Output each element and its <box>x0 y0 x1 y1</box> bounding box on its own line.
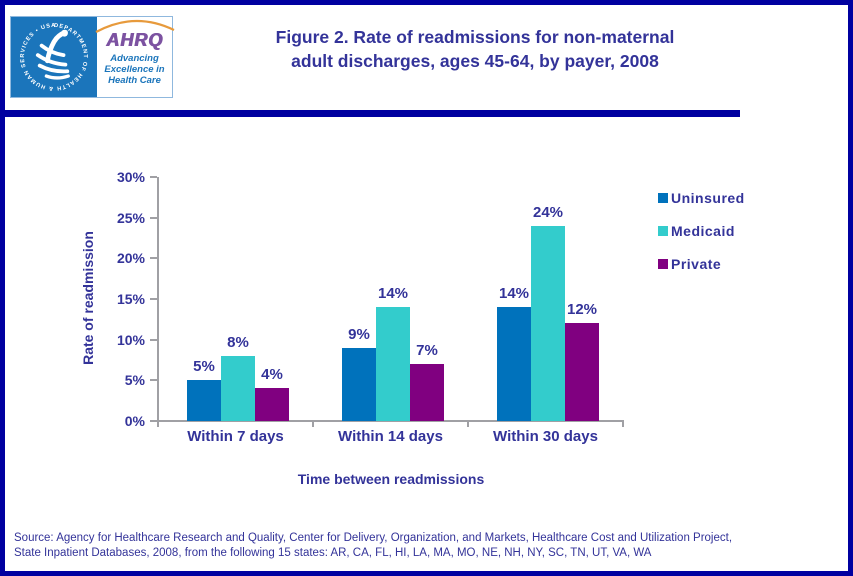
x-tick <box>467 421 469 427</box>
x-axis-title: Time between readmissions <box>297 471 485 487</box>
bar-value-label: 7% <box>416 342 438 359</box>
source-note: Source: Agency for Healthcare Research a… <box>14 531 844 561</box>
figure-title-line2: adult discharges, ages 45-64, by payer, … <box>291 51 659 71</box>
bar-value-label: 12% <box>566 301 598 318</box>
bar-private <box>255 388 289 421</box>
y-tick <box>150 420 157 422</box>
legend-swatch-icon <box>658 226 668 236</box>
ahrq-tagline: Advancing Excellence in Health Care <box>104 53 165 86</box>
legend: Uninsured Medicaid Private <box>658 190 745 290</box>
swoosh-arc-icon <box>95 19 175 33</box>
y-tick-label: 30% <box>116 169 145 185</box>
category-label: Within 7 days <box>187 428 284 445</box>
bar-medicaid <box>376 307 410 421</box>
y-tick <box>150 257 157 260</box>
bar-private <box>410 364 444 421</box>
y-axis-title: Rate of readmission <box>80 231 96 365</box>
bar-uninsured <box>187 380 221 421</box>
ahrq-acronym: AHRQ <box>106 30 163 50</box>
legend-swatch-icon <box>658 259 668 269</box>
y-tick <box>150 298 157 300</box>
bar-value-label: 4% <box>261 366 283 383</box>
category-label: Within 30 days <box>493 428 598 445</box>
category-label: Within 14 days <box>338 428 443 445</box>
legend-item-medicaid: Medicaid <box>658 223 745 239</box>
bar-private <box>565 323 599 421</box>
hhs-seal-panel: DEPARTMENT OF HEALTH & HUMAN SERVICES • … <box>11 17 97 97</box>
y-axis-line <box>157 177 159 423</box>
bar-value-label: 14% <box>498 285 530 302</box>
legend-item-uninsured: Uninsured <box>658 190 745 206</box>
ahrq-wordmark-panel: AHRQ Advancing Excellence in Health Care <box>95 17 175 97</box>
y-tick <box>150 176 157 178</box>
bar-value-label: 24% <box>532 204 564 221</box>
y-tick-label: 0% <box>124 413 145 429</box>
bar-chart: Rate of readmission Time between readmis… <box>5 5 848 571</box>
bar-uninsured <box>497 307 531 421</box>
bar-medicaid <box>531 226 565 421</box>
bar-value-label: 14% <box>377 285 409 302</box>
bar-value-label: 8% <box>227 334 249 351</box>
source-line1: Source: Agency for Healthcare Research a… <box>14 532 733 544</box>
ahrq-logo: DEPARTMENT OF HEALTH & HUMAN SERVICES • … <box>10 16 175 98</box>
hhs-eagle-icon: DEPARTMENT OF HEALTH & HUMAN SERVICES • … <box>20 23 87 91</box>
x-axis-line <box>157 420 624 422</box>
y-tick <box>150 379 157 382</box>
y-tick <box>150 338 157 341</box>
figure-title-line1: Figure 2. Rate of readmissions for non-m… <box>275 27 675 47</box>
y-tick-label: 10% <box>116 331 145 348</box>
legend-label: Medicaid <box>671 223 735 239</box>
bar-value-label: 5% <box>193 358 215 375</box>
y-tick-label: 20% <box>116 250 145 267</box>
y-tick-label: 25% <box>116 209 145 226</box>
legend-item-private: Private <box>658 256 745 272</box>
legend-label: Private <box>671 256 722 272</box>
x-tick <box>312 421 314 427</box>
legend-swatch-icon <box>658 193 668 203</box>
header-divider <box>5 110 740 117</box>
bar-uninsured <box>342 348 376 421</box>
y-tick-label: 5% <box>124 372 145 389</box>
source-line2: State Inpatient Databases, 2008, from th… <box>14 547 652 559</box>
y-tick <box>150 216 157 219</box>
y-tick-label: 15% <box>116 291 145 307</box>
legend-label: Uninsured <box>671 190 745 206</box>
x-tick <box>157 421 159 427</box>
bar-medicaid <box>221 356 255 421</box>
x-tick <box>622 421 624 427</box>
figure-title: Figure 2. Rate of readmissions for non-m… <box>195 25 755 73</box>
bar-value-label: 9% <box>348 326 370 343</box>
